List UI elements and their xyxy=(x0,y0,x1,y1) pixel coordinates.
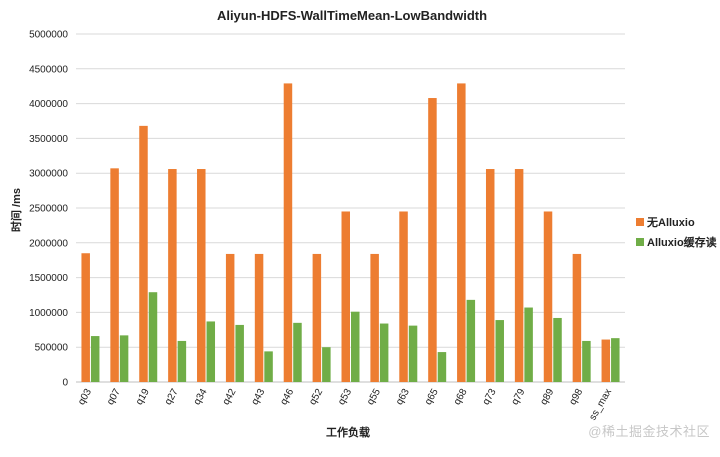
bar-no-alluxio xyxy=(341,211,350,382)
y-tick-label: 4000000 xyxy=(29,99,68,110)
bar-no-alluxio xyxy=(370,253,379,382)
x-tick-label: q46 xyxy=(278,387,296,407)
x-tick-label: q34 xyxy=(192,387,210,407)
legend: 无Alluxio Alluxio缓存读 xyxy=(636,216,717,249)
y-axis-ticks: 0 500000 1000000 1500000 2000000 2500000 30000… xyxy=(29,30,68,389)
y-axis-label: 时间 /ms xyxy=(9,188,23,232)
bar-no-alluxio xyxy=(225,253,235,382)
bar-no-alluxio xyxy=(197,169,206,382)
x-tick-label: q07 xyxy=(105,387,123,407)
bar-no-alluxio xyxy=(312,253,322,382)
y-tick-label: 1500000 xyxy=(29,273,68,284)
y-tick-label: 3000000 xyxy=(29,169,68,180)
x-tick-label: q53 xyxy=(336,387,354,407)
bar-alluxio-cache xyxy=(611,338,620,382)
bar-no-alluxio xyxy=(457,83,466,382)
x-tick-label: q55 xyxy=(365,387,383,407)
bar-alluxio-cache xyxy=(119,335,129,382)
bar-alluxio-cache xyxy=(495,320,504,382)
bar-alluxio-cache xyxy=(524,307,533,382)
bar-no-alluxio xyxy=(139,125,148,382)
bar-alluxio-cache xyxy=(206,321,216,382)
bar-no-alluxio xyxy=(399,211,408,382)
y-tick-label: 2500000 xyxy=(29,204,68,215)
y-tick-label: 4500000 xyxy=(29,64,68,75)
bars xyxy=(81,83,620,383)
bar-alluxio-cache xyxy=(148,292,158,382)
legend-label: 无Alluxio xyxy=(646,216,695,229)
bar-alluxio-cache xyxy=(351,311,360,382)
x-axis-label: 工作负载 xyxy=(326,425,370,439)
x-tick-label: q43 xyxy=(250,387,268,407)
legend-label: Alluxio缓存读 xyxy=(647,235,717,249)
bar-no-alluxio xyxy=(110,168,119,382)
bar-no-alluxio xyxy=(543,211,553,382)
y-tick-label: 3500000 xyxy=(29,134,68,145)
x-tick-label: q89 xyxy=(538,387,556,407)
x-tick-label: q42 xyxy=(221,387,239,407)
y-tick-label: 500000 xyxy=(35,343,69,354)
x-axis-ticks: q03 q07 q19 q27 q34 q42 q43 q46 q52 q53 q55 q63 q65 q… xyxy=(76,387,614,423)
x-tick-label: q19 xyxy=(134,387,152,407)
bar-no-alluxio xyxy=(601,339,611,382)
x-tick-label: q79 xyxy=(510,387,528,407)
y-tick-label: 1000000 xyxy=(29,308,68,319)
bar-alluxio-cache xyxy=(322,347,331,382)
x-tick-label: q73 xyxy=(481,387,499,407)
y-tick-label: 0 xyxy=(62,378,68,389)
bar-no-alluxio xyxy=(514,169,524,382)
bar-alluxio-cache xyxy=(582,340,591,382)
bar-no-alluxio xyxy=(168,169,177,382)
bar-alluxio-cache xyxy=(90,336,100,382)
bar-alluxio-cache xyxy=(177,340,187,382)
bar-alluxio-cache xyxy=(408,325,418,382)
x-tick-label: q68 xyxy=(452,387,470,407)
bar-no-alluxio xyxy=(572,253,582,382)
y-tick-label: 2000000 xyxy=(29,238,68,249)
x-tick-label: q27 xyxy=(163,387,181,407)
chart-title: Aliyun-HDFS-WallTimeMean-LowBandwidth xyxy=(217,8,487,23)
x-tick-label: q98 xyxy=(567,387,585,407)
x-tick-label: ss_max xyxy=(587,387,614,422)
gridlines xyxy=(76,33,625,348)
bar-no-alluxio xyxy=(254,253,264,382)
bar-alluxio-cache xyxy=(293,322,302,382)
watermark: @稀土掘金技术社区 xyxy=(588,424,710,439)
x-tick-label: q63 xyxy=(394,387,412,407)
legend-swatch xyxy=(636,238,644,246)
x-tick-label: q03 xyxy=(76,387,94,407)
bar-alluxio-cache xyxy=(264,351,273,382)
legend-swatch xyxy=(636,218,644,226)
bar-alluxio-cache xyxy=(379,323,389,382)
bar-alluxio-cache xyxy=(466,299,476,382)
bar-no-alluxio xyxy=(428,98,437,383)
x-tick-label: q52 xyxy=(307,387,325,407)
y-tick-label: 5000000 xyxy=(29,30,68,41)
bar-alluxio-cache xyxy=(235,324,244,382)
bar-alluxio-cache xyxy=(437,352,447,382)
bar-no-alluxio xyxy=(81,253,90,382)
bar-no-alluxio xyxy=(283,83,293,382)
bar-alluxio-cache xyxy=(553,317,562,382)
bar-no-alluxio xyxy=(485,169,495,382)
x-tick-label: q65 xyxy=(423,387,441,407)
